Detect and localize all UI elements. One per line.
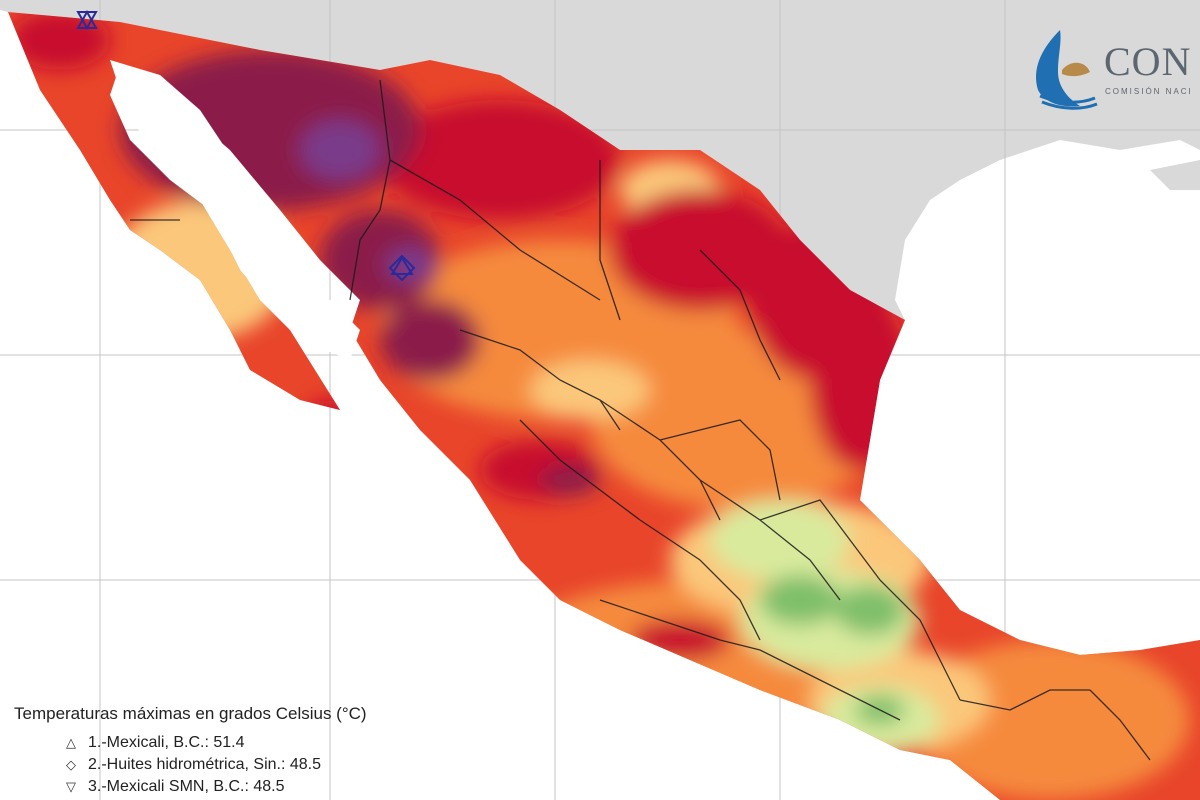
legend-item: △ 1.-Mexicali, B.C.: 51.4: [14, 732, 474, 754]
station-marker-huites: [388, 254, 416, 282]
state-borders: [130, 79, 1151, 761]
logo-wordmark: CON: [1104, 39, 1192, 84]
usa-landmass: [0, 0, 1200, 320]
legend-title: Temperaturas máximas en grados Celsius (…: [14, 704, 367, 723]
station-marker-mexicali: [76, 9, 98, 31]
diamond-icon: ◇: [66, 757, 76, 772]
legend-item-label: 1.-Mexicali, B.C.: 51.4: [88, 734, 245, 751]
legend: Temperaturas máximas en grados Celsius (…: [14, 704, 474, 798]
gulf-of-california: [110, 60, 360, 360]
florida-gulf-coast: [1150, 160, 1200, 190]
triangle-up-icon: △: [66, 735, 76, 750]
conagua-logo-icon: [1036, 30, 1098, 110]
legend-item-label: 2.-Huites hidrométrica, Sin.: 48.5: [88, 756, 321, 773]
triangle-down-icon: ▽: [66, 779, 76, 794]
legend-item: ▽ 3.-Mexicali SMN, B.C.: 48.5: [14, 776, 474, 798]
logo-subtitle: COMISIÓN NACI: [1105, 87, 1193, 96]
legend-item: ◇ 2.-Huites hidrométrica, Sin.: 48.5: [14, 754, 474, 776]
legend-item-label: 3.-Mexicali SMN, B.C.: 48.5: [88, 778, 285, 795]
